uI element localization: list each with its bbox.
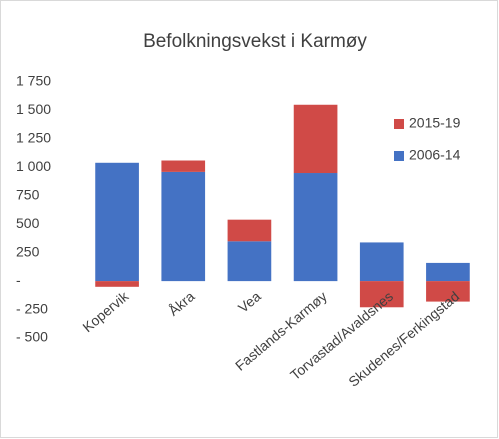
legend-label: 2006-14 <box>409 147 461 163</box>
y-tick-label: 250 <box>16 243 40 259</box>
bar <box>95 162 139 282</box>
y-tick-label: 1 000 <box>16 158 51 174</box>
bar <box>161 160 206 172</box>
bar <box>227 219 272 242</box>
bar <box>293 173 338 282</box>
chart-title: Befolkningsvekst i Karmøy <box>143 31 367 52</box>
bar <box>227 241 272 282</box>
y-tick-label: 500 <box>16 215 40 231</box>
bar <box>293 104 338 174</box>
legend-label: 2015-19 <box>409 115 461 131</box>
bar <box>359 281 404 308</box>
legend-swatch <box>394 119 404 129</box>
bar <box>359 242 404 282</box>
bar <box>426 262 470 282</box>
y-tick-label: - 250 <box>16 300 48 316</box>
bar <box>426 281 470 302</box>
bar <box>161 171 206 282</box>
y-tick-label: - 500 <box>16 329 48 345</box>
y-tick-label: 1 750 <box>16 73 51 89</box>
y-tick-label: 1 250 <box>16 130 51 146</box>
y-tick-label: 1 500 <box>16 101 51 117</box>
bar <box>95 281 139 287</box>
y-tick-label: - <box>16 272 21 288</box>
y-tick-label: 750 <box>16 186 40 202</box>
legend-swatch <box>394 151 404 161</box>
